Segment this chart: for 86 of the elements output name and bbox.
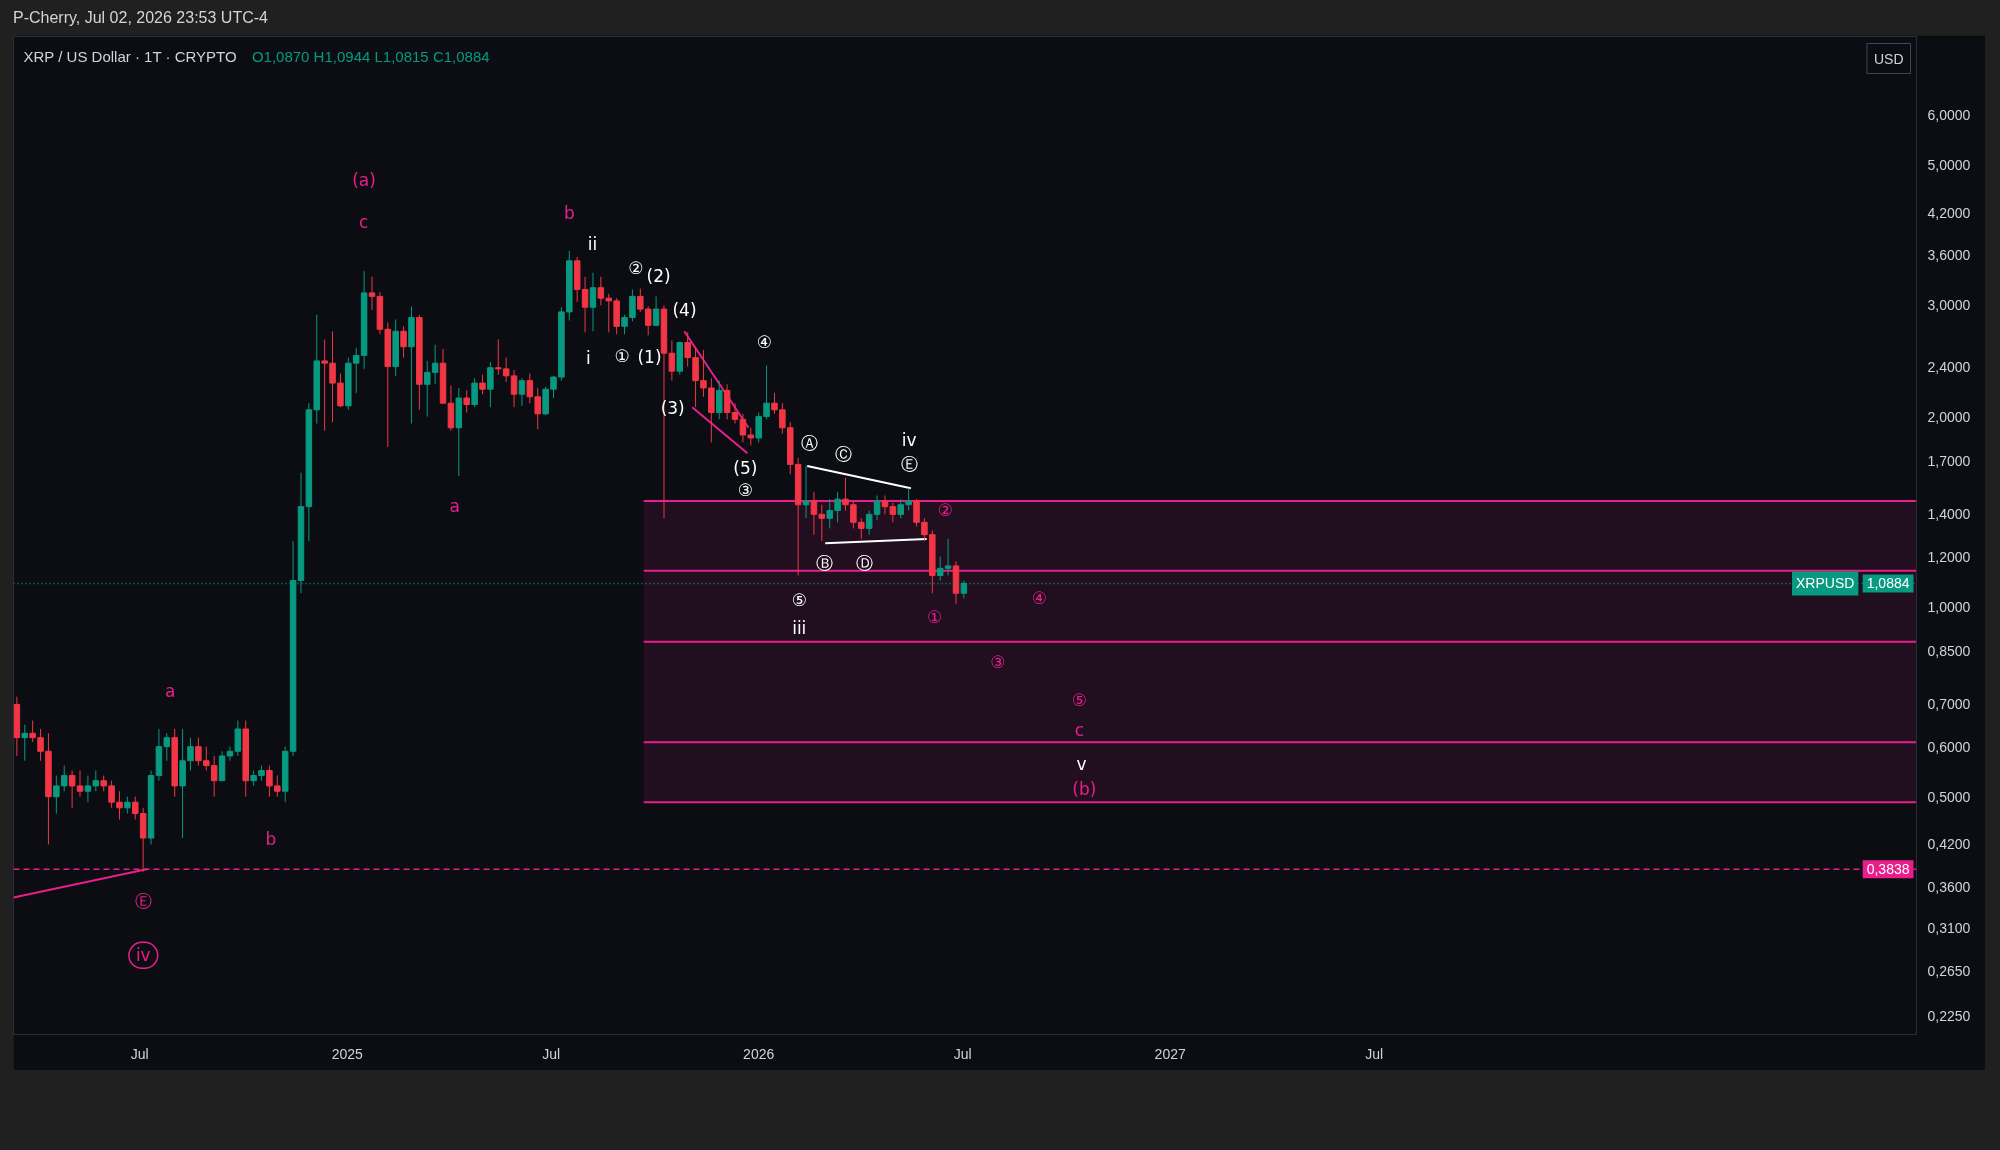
y-tick-label: 0,5000 [1927, 788, 1971, 805]
y-tick-label: 5,0000 [1927, 157, 1971, 174]
y-tick-label: 2,0000 [1927, 408, 1971, 425]
annotation: ii [587, 233, 598, 254]
candlestick [589, 272, 597, 332]
x-tick-label: Jul [542, 1045, 561, 1062]
annotation: ① [614, 346, 630, 367]
ref-line-label: 0,3838 [1866, 861, 1910, 878]
annotation: iii [792, 618, 807, 639]
y-tick-label: 0,7000 [1927, 696, 1971, 713]
candlestick [226, 746, 234, 762]
candlestick [802, 465, 810, 519]
annotation: Ⓔ [134, 891, 152, 912]
y-tick-label: 1,0000 [1927, 598, 1971, 615]
annotation: ④ [1031, 587, 1048, 608]
y-tick-label: 0,3600 [1927, 878, 1971, 895]
candlestick [534, 387, 541, 430]
annotation: ① [926, 606, 943, 627]
candlestick [21, 724, 29, 762]
annotation: Ⓐ [800, 433, 818, 454]
y-tick-label: 1,4000 [1927, 506, 1971, 523]
annotation: Ⓒ [835, 444, 853, 465]
y-tick-label: 1,2000 [1927, 548, 1971, 565]
annotation: iv [135, 945, 151, 966]
candlestick [400, 325, 407, 359]
annotation: (1) [637, 346, 662, 367]
annotation: (b) [1072, 778, 1097, 799]
annotation: ② [628, 257, 644, 278]
y-tick-label: 3,0000 [1927, 297, 1971, 314]
y-tick-label: 1,7000 [1927, 453, 1971, 470]
annotation: (5) [733, 457, 758, 478]
annotation: b [563, 203, 575, 224]
candlestick [471, 377, 478, 408]
annotation: Ⓔ [900, 454, 918, 475]
annotation: Ⓑ [816, 552, 834, 573]
annotation: (a) [352, 169, 376, 190]
annotation: ④ [756, 332, 773, 353]
annotation: ⑤ [791, 590, 807, 611]
x-tick-label: Jul [953, 1045, 972, 1062]
y-tick-label: 3,6000 [1927, 247, 1971, 264]
y-tick-label: 0,4200 [1927, 836, 1971, 853]
annotation: a [165, 680, 176, 701]
text: XRP / US Dollar · 1T · CRYPTO [23, 48, 237, 65]
x-tick-label: 2026 [743, 1045, 775, 1062]
candlestick [234, 720, 242, 757]
x-tick-label: Jul [1365, 1045, 1384, 1062]
annotation: c [358, 212, 369, 233]
candlestick [463, 389, 470, 413]
annotation: ③ [737, 480, 754, 501]
y-tick-label: 6,0000 [1927, 107, 1971, 124]
annotation: ⑤ [1071, 689, 1087, 710]
y-tick-label: 2,4000 [1927, 358, 1971, 375]
candlestick [652, 295, 660, 327]
annotation: (4) [672, 299, 697, 320]
annotation: iv [901, 430, 917, 451]
x-tick-label: 2027 [1154, 1045, 1186, 1062]
y-tick-label: 4,2000 [1927, 205, 1971, 222]
x-tick-label: Jul [130, 1045, 149, 1062]
annotation: i [586, 348, 591, 369]
candlestick [479, 374, 486, 395]
annotation: a [449, 495, 460, 516]
y-tick-label: 0,3100 [1927, 919, 1971, 936]
y-tick-label: 0,8500 [1927, 643, 1971, 660]
annotation: Ⓓ [856, 552, 874, 573]
y-tick-label: 0,6000 [1927, 738, 1971, 755]
annotation: b [265, 828, 277, 849]
annotation: (2) [646, 266, 671, 287]
candlestick [487, 361, 494, 408]
text: O1,0870 H1,0944 L1,0815 C1,0884 [251, 48, 490, 65]
candlestick [715, 380, 723, 420]
candlestick [889, 502, 897, 523]
ref-line-label: 1,0884 [1866, 575, 1910, 592]
annotation: (3) [660, 398, 685, 419]
annotation: XRPUSD [1796, 575, 1855, 592]
annotation: ② [937, 500, 954, 521]
text: P-Cherry, Jul 02, 2026 23:53 UTC-4 [13, 8, 268, 28]
annotation: v [1076, 753, 1087, 774]
candlestick [881, 494, 889, 515]
y-axis-title: USD [1873, 50, 1904, 67]
annotation: c [1074, 719, 1085, 740]
annotation: ③ [990, 651, 1006, 672]
candlestick [518, 377, 526, 407]
y-tick-label: 0,2250 [1927, 1007, 1971, 1024]
x-tick-label: 2025 [331, 1045, 363, 1062]
y-tick-label: 0,2650 [1927, 962, 1971, 979]
candlestick [526, 373, 534, 404]
